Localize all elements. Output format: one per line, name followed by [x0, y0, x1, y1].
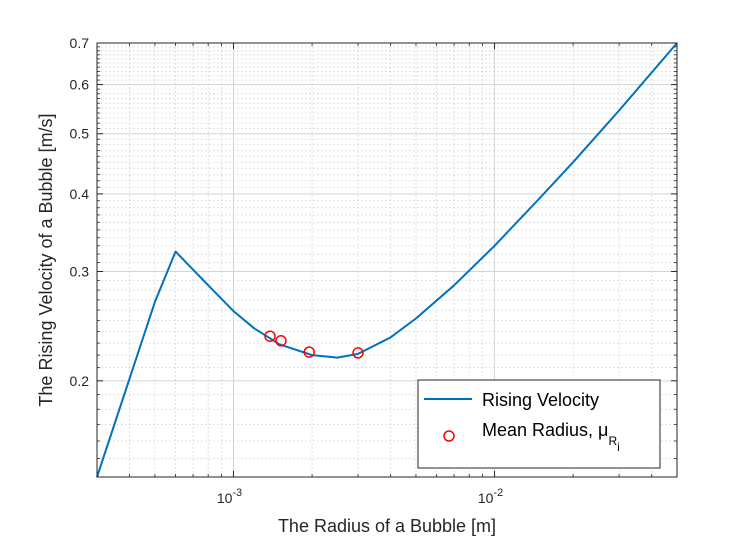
y-tick-label: 0.4 [70, 186, 90, 202]
mean-radius-marker [352, 347, 364, 359]
series-line-rising-velocity [96, 42, 678, 478]
minor-grid [96, 43, 678, 478]
plot-frame [96, 42, 678, 478]
x-tick-labels: 10-3 10-2 [217, 487, 503, 506]
x-tick-label: 10-2 [478, 487, 503, 506]
series-layer [96, 42, 678, 478]
legend-label-rising-velocity: Rising Velocity [482, 390, 599, 410]
legend-mean-radius-main: Mean Radius, μ [482, 420, 608, 440]
y-tick-labels: 0.2 0.3 0.4 0.5 0.6 0.7 [70, 35, 90, 389]
legend-label-mean-radius: Mean Radius, μRi [482, 420, 620, 454]
y-tick-label: 0.6 [70, 77, 90, 93]
ticks-layer [96, 42, 678, 478]
y-tick-label: 0.2 [70, 373, 90, 389]
legend: Rising Velocity Mean Radius, μRi [417, 379, 661, 469]
y-axis-label: The Rising Velocity of a Bubble [m/s] [36, 113, 56, 406]
mean-radius-marker [303, 346, 315, 358]
x-axis-label: The Radius of a Bubble [m] [278, 516, 496, 536]
y-tick-label: 0.5 [70, 126, 90, 142]
mean-radius-marker [264, 330, 276, 342]
legend-mean-radius-subsub: i [617, 440, 620, 454]
y-tick-label: 0.3 [70, 263, 90, 279]
legend-marker-swatch [443, 430, 455, 442]
y-tick-label: 0.7 [70, 35, 90, 51]
mean-radius-marker [275, 335, 287, 347]
x-tick-label: 10-3 [217, 487, 242, 506]
legend-box [417, 379, 661, 469]
legend-mean-radius-sub: R [608, 434, 617, 448]
